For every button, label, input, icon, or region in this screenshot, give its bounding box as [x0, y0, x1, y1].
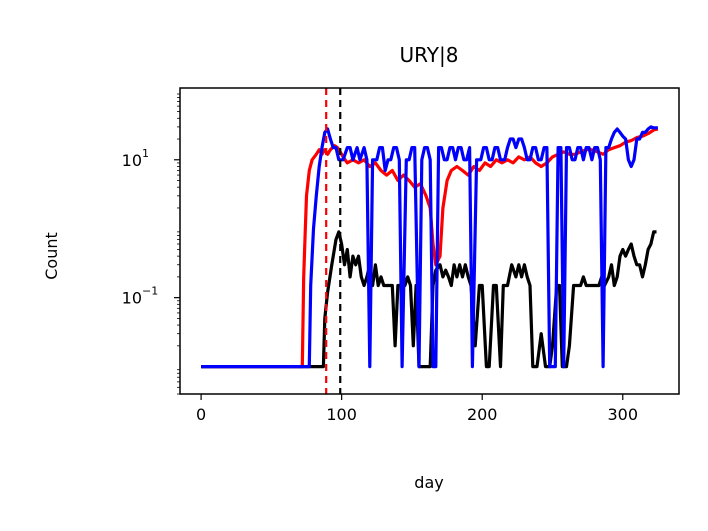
- x-tick-label: 200: [467, 405, 498, 424]
- plot-lines: [201, 125, 659, 369]
- reference-lines: [325, 88, 342, 394]
- series-line-2: [201, 230, 657, 369]
- y-axis-label: Count: [42, 232, 61, 280]
- plot-frame: [179, 87, 680, 395]
- y-tick-label: 10: [122, 151, 142, 170]
- chart-title: URY|8: [400, 43, 459, 67]
- x-tick-label: 300: [608, 405, 639, 424]
- series-line-3: [201, 125, 658, 369]
- x-axis-label: day: [414, 473, 443, 492]
- y-tick-base: 10: [122, 289, 142, 308]
- y-tick-exponent: 1: [142, 147, 149, 160]
- y-tick-label: 10: [122, 289, 142, 308]
- x-axis-ticks: 0 100 200 300: [196, 394, 638, 424]
- y-tick-base: 10: [122, 151, 142, 170]
- x-tick-label: 100: [326, 405, 357, 424]
- y-tick-exponent: −1: [142, 285, 158, 298]
- x-tick-label: 0: [196, 405, 206, 424]
